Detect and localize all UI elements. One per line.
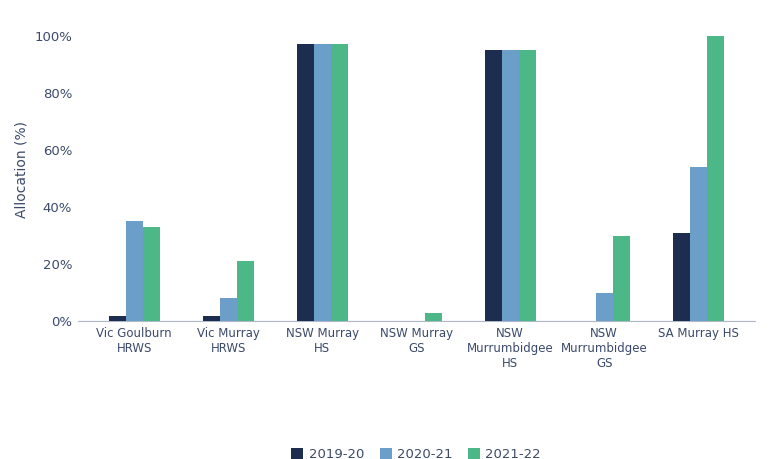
Bar xyxy=(126,221,142,321)
Bar xyxy=(314,44,331,321)
Bar xyxy=(485,50,502,321)
Bar xyxy=(613,235,629,321)
Y-axis label: Allocation (%): Allocation (%) xyxy=(15,121,29,218)
Bar xyxy=(219,298,237,321)
Bar xyxy=(142,227,159,321)
Legend: 2019-20, 2020-21, 2021-22: 2019-20, 2020-21, 2021-22 xyxy=(286,443,546,459)
Bar xyxy=(706,35,724,321)
Bar xyxy=(203,316,219,321)
Bar xyxy=(690,167,706,321)
Bar xyxy=(237,261,254,321)
Bar xyxy=(673,233,690,321)
Bar xyxy=(331,44,348,321)
Bar xyxy=(596,293,613,321)
Bar xyxy=(425,313,442,321)
Bar xyxy=(502,50,519,321)
Bar xyxy=(109,316,126,321)
Bar xyxy=(297,44,314,321)
Bar xyxy=(519,50,535,321)
